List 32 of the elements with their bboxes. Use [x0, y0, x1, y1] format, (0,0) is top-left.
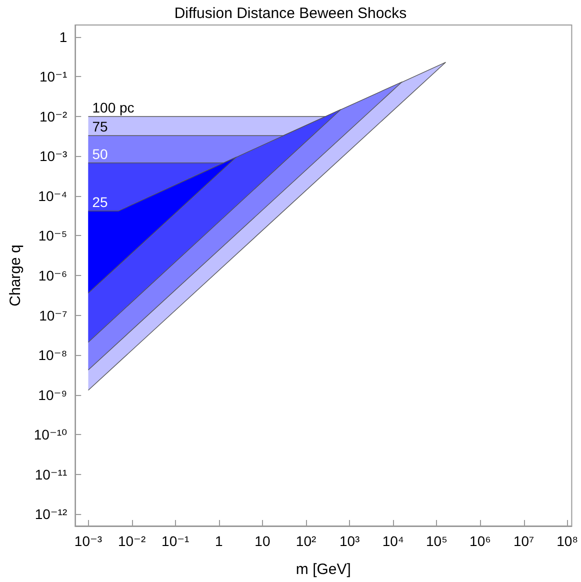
- x-tick-label: 10²: [296, 533, 316, 549]
- x-tick-label: 10⁵: [426, 533, 448, 549]
- x-tick-label: 10: [254, 533, 270, 549]
- y-tick-label: 10⁻¹¹: [34, 466, 68, 482]
- y-tick-label: 10⁻¹: [40, 68, 68, 85]
- chart-title: Diffusion Distance Beween Shocks: [174, 5, 407, 22]
- y-tick-label: 10⁻⁴: [38, 188, 68, 204]
- y-tick-label: 10⁻⁶: [38, 268, 68, 284]
- series-label: 25: [92, 194, 108, 210]
- y-tick-label: 10⁻⁹: [38, 386, 68, 403]
- series-label: 50: [92, 146, 108, 162]
- y-axis-title: Charge q: [7, 244, 24, 306]
- y-tick-label: 1: [59, 28, 68, 45]
- x-tick-label: 1: [215, 533, 224, 549]
- x-tick-label: 10⁻¹: [162, 533, 190, 549]
- x-tick-label: 10⁻²: [118, 533, 146, 549]
- y-tick-label: 10⁻⁷: [39, 307, 68, 324]
- x-tick-label: 10⁷: [513, 533, 534, 549]
- x-tick-label: 10⁸: [556, 533, 578, 549]
- y-tick-label: 10⁻¹²: [34, 506, 68, 522]
- y-tick-label: 10⁻⁸: [38, 347, 68, 364]
- y-tick-label: 10⁻²: [40, 108, 68, 124]
- series-label: 100 pc: [92, 99, 134, 116]
- x-axis-title: m [GeV]: [296, 561, 351, 578]
- y-tick-label: 10⁻³: [40, 148, 68, 164]
- x-tick-label: 10⁶: [470, 533, 491, 549]
- series-label: 75: [92, 118, 108, 135]
- x-tick-label: 10⁴: [382, 533, 404, 549]
- x-tick-label: 10³: [339, 533, 360, 549]
- y-tick-label: 10⁻⁵: [38, 228, 68, 244]
- x-tick-label: 10⁻³: [74, 533, 102, 549]
- y-tick-label: 10⁻¹⁰: [34, 426, 68, 443]
